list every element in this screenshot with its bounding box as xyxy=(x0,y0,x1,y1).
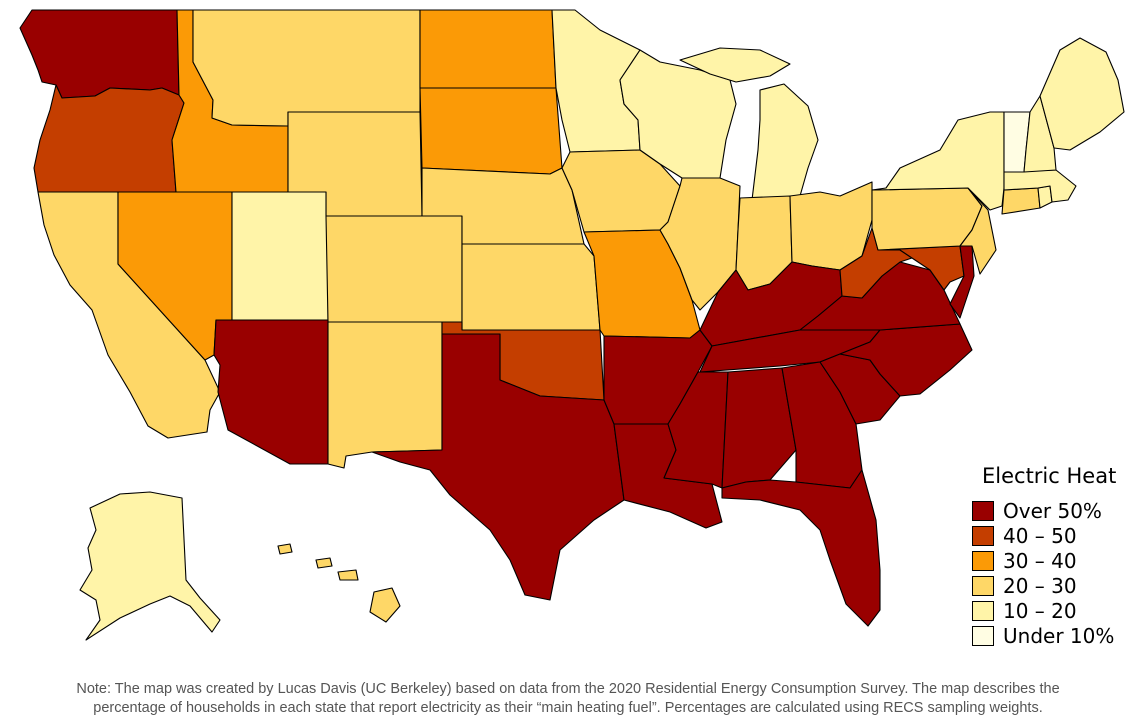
legend-swatch xyxy=(972,575,994,596)
state-south-dakota xyxy=(419,87,563,175)
state-colorado xyxy=(325,215,463,323)
state-north-dakota xyxy=(419,9,557,89)
state-alaska xyxy=(79,491,221,641)
note-line-1: Note: The map was created by Lucas Davis… xyxy=(76,681,1060,697)
legend-label: Over 50% xyxy=(1003,498,1102,523)
state-maine xyxy=(1039,37,1125,151)
state-new-mexico xyxy=(327,321,443,469)
legend-item: Under 10% xyxy=(972,623,1132,648)
legend-item: 40 – 50 xyxy=(972,523,1132,548)
us-map xyxy=(19,9,1125,641)
legend-label: 30 – 40 xyxy=(1003,548,1077,573)
map-note: Note: The map was created by Lucas Davis… xyxy=(30,680,1106,718)
legend-label: 10 – 20 xyxy=(1003,598,1077,623)
states-layer xyxy=(19,9,1125,641)
legend-swatch xyxy=(972,550,994,571)
legend-swatch xyxy=(972,600,994,621)
state-florida xyxy=(721,469,881,627)
legend-label: 40 – 50 xyxy=(1003,523,1077,548)
state-washington xyxy=(19,9,180,99)
legend-item: Over 50% xyxy=(972,498,1132,523)
state-arizona xyxy=(213,319,329,465)
legend-item: 10 – 20 xyxy=(972,598,1132,623)
state-montana xyxy=(192,9,421,127)
state-michigan xyxy=(679,47,819,201)
legend-label: Under 10% xyxy=(1003,623,1115,648)
state-texas xyxy=(371,333,625,601)
state-utah xyxy=(231,191,329,321)
state-massachusetts xyxy=(1003,169,1077,203)
legend-swatch xyxy=(972,625,994,646)
legend-label: 20 – 30 xyxy=(1003,573,1077,598)
legend-swatch xyxy=(972,500,994,521)
legend-title: Electric Heat xyxy=(982,464,1117,488)
state-illinois xyxy=(659,177,741,311)
state-connecticut xyxy=(1001,187,1041,215)
state-ohio xyxy=(789,181,873,271)
state-oregon xyxy=(33,84,185,193)
state-new-jersey xyxy=(959,187,997,275)
map-legend: Electric Heat Over 50% 40 – 50 30 – 40 2… xyxy=(972,464,1132,648)
state-north-carolina xyxy=(839,323,973,397)
legend-item: 20 – 30 xyxy=(972,573,1132,598)
state-hawaii xyxy=(277,543,401,623)
note-line-2: percentage of households in each state t… xyxy=(93,700,1043,716)
legend-swatch xyxy=(972,525,994,546)
legend-item: 30 – 40 xyxy=(972,548,1132,573)
state-kansas xyxy=(461,243,601,331)
